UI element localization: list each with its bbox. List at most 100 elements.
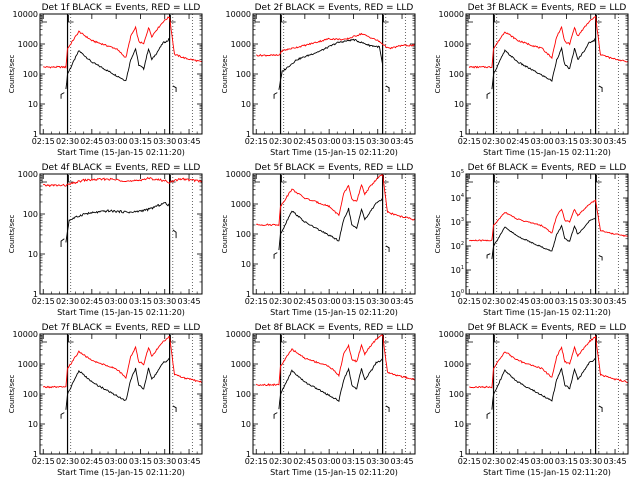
- events-series-line: [60, 92, 65, 99]
- lld-series-line: [468, 15, 629, 69]
- y-tick-label: 10: [241, 420, 251, 429]
- lld-series-line: [255, 173, 416, 227]
- plot-frame: [465, 333, 629, 455]
- y-tick-label: 100: [23, 390, 38, 399]
- segment-marker-icon: [281, 15, 287, 23]
- events-series-line: [491, 357, 596, 410]
- segment-marker-icon: [281, 175, 287, 183]
- segment-marker-icon: [254, 335, 260, 343]
- y-tick-label: 103: [451, 217, 464, 227]
- x-axis-label: Start Time (15-Jan-15 02:11:20): [483, 148, 611, 157]
- segment-marker-icon: [68, 15, 74, 23]
- events-series-line: [273, 92, 278, 99]
- x-tick-label: 02:30: [269, 457, 292, 466]
- plot-frame: [252, 173, 416, 295]
- y-tick-label: 10: [28, 250, 38, 259]
- x-tick-label: 02:45: [80, 297, 103, 306]
- x-tick-label: 03:15: [555, 297, 578, 306]
- x-tick-label: 02:15: [245, 137, 268, 146]
- x-tick-label: 03:30: [153, 297, 176, 306]
- y-tick-label: 102: [451, 241, 464, 251]
- x-tick-label: 03:45: [391, 297, 414, 306]
- x-tick-label: 02:45: [293, 137, 316, 146]
- y-tick-label: 1000: [444, 40, 464, 49]
- y-tick-label: 10: [28, 100, 38, 109]
- x-tick-label: 02:30: [482, 137, 505, 146]
- x-tick-label: 02:30: [482, 297, 505, 306]
- x-tick-label: 03:30: [366, 457, 389, 466]
- panel-title: Det 2f BLACK = Events, RED = LLD: [255, 3, 414, 13]
- x-axis-label: Start Time (15-Jan-15 02:11:20): [57, 308, 185, 317]
- x-tick-label: 03:00: [105, 457, 128, 466]
- x-tick-label: 03:00: [318, 297, 341, 306]
- y-tick-label: 10: [454, 100, 464, 109]
- x-tick-label: 03:45: [604, 457, 627, 466]
- panel-title: Det 8f BLACK = Events, RED = LLD: [255, 323, 414, 333]
- y-tick-label: 1000: [231, 200, 251, 209]
- detector-panel: Det 6f BLACK = Events, RED = LLD Counts/s…: [434, 163, 629, 317]
- lld-series-line: [42, 176, 203, 188]
- x-tick-label: 03:15: [129, 457, 152, 466]
- y-tick-label: 1: [246, 450, 251, 459]
- x-axis-label: Start Time (15-Jan-15 02:11:20): [57, 468, 185, 477]
- y-tick-label: 1: [459, 130, 464, 139]
- y-axis-label: Counts/sec: [8, 375, 16, 414]
- y-tick-label: 1: [33, 130, 38, 139]
- x-tick-label: 02:30: [56, 457, 79, 466]
- x-tick-label: 02:30: [482, 457, 505, 466]
- x-tick-label: 02:45: [80, 457, 103, 466]
- plot-frame: [252, 13, 416, 135]
- y-tick-label: 100: [23, 210, 38, 219]
- events-series-line: [60, 412, 65, 419]
- y-tick-label: 100: [23, 70, 38, 79]
- y-axis-label: Counts/sec: [434, 215, 442, 254]
- events-series-line: [598, 255, 603, 261]
- x-tick-label: 02:45: [506, 297, 529, 306]
- y-tick-label: 100: [451, 289, 464, 299]
- x-tick-label: 03:45: [391, 457, 414, 466]
- panel-title: Det 4f BLACK = Events, RED = LLD: [42, 163, 201, 173]
- events-series-line: [278, 197, 383, 251]
- events-series-line: [385, 85, 390, 93]
- x-tick-label: 03:30: [366, 137, 389, 146]
- y-tick-label: 100: [449, 390, 464, 399]
- y-tick-label: 1000: [18, 360, 38, 369]
- x-tick-label: 02:30: [56, 137, 79, 146]
- events-series-line: [278, 357, 383, 410]
- detector-panel: Det 5f BLACK = Events, RED = LLD Counts/s…: [221, 163, 416, 317]
- y-tick-label: 1: [459, 450, 464, 459]
- segment-marker-icon: [596, 175, 602, 183]
- segment-marker-icon: [383, 15, 389, 23]
- y-tick-label: 100: [236, 390, 251, 399]
- lld-series-line: [43, 16, 203, 69]
- events-series-line: [278, 38, 384, 90]
- panel-title: Det 9f BLACK = Events, RED = LLD: [468, 323, 627, 333]
- x-tick-label: 03:30: [579, 297, 602, 306]
- events-series-line: [486, 253, 491, 259]
- segment-marker-icon: [467, 335, 473, 343]
- y-tick-label: 10000: [439, 10, 464, 19]
- detector-panel: Det 2f BLACK = Events, RED = LLD Counts/s…: [221, 3, 416, 157]
- y-tick-label: 105: [451, 169, 464, 179]
- x-tick-label: 03:15: [555, 137, 578, 146]
- y-tick-label: 100: [449, 70, 464, 79]
- plot-frame: [39, 173, 203, 295]
- segment-marker-icon: [494, 335, 500, 343]
- x-axis-label: Start Time (15-Jan-15 02:11:20): [270, 308, 398, 317]
- x-tick-label: 02:15: [32, 457, 55, 466]
- y-tick-label: 101: [451, 265, 464, 275]
- y-tick-label: 10000: [439, 330, 464, 339]
- x-tick-label: 03:45: [178, 297, 201, 306]
- detector-panel: Det 4f BLACK = Events, RED = LLD Counts/s…: [8, 163, 203, 317]
- x-axis-label: Start Time (15-Jan-15 02:11:20): [483, 468, 611, 477]
- events-series-line: [60, 238, 65, 247]
- events-series-line: [491, 37, 596, 90]
- y-tick-label: 1: [33, 290, 38, 299]
- x-tick-label: 03:45: [178, 457, 201, 466]
- x-tick-label: 03:00: [105, 297, 128, 306]
- segment-marker-icon: [41, 15, 47, 23]
- segment-marker-icon: [41, 175, 47, 183]
- y-axis-label: Counts/sec: [221, 375, 229, 414]
- x-tick-label: 02:15: [245, 457, 268, 466]
